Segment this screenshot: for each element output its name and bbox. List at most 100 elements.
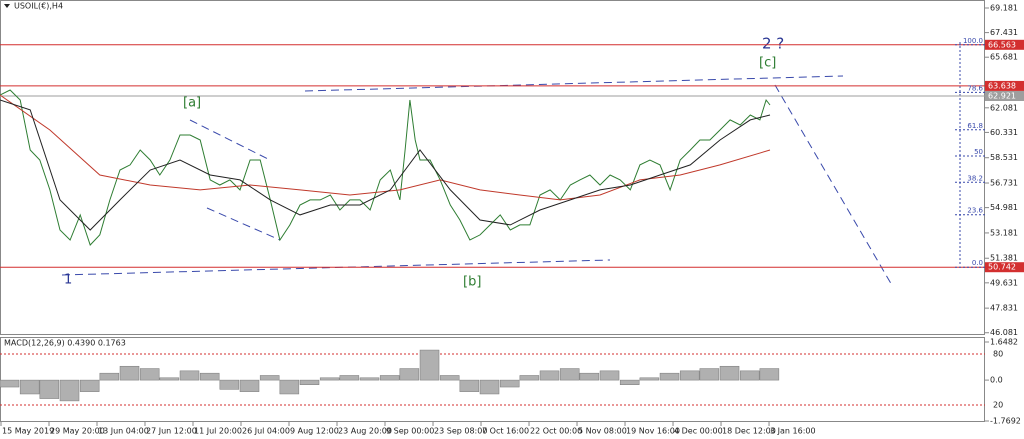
y-tick-label: 69.181 xyxy=(990,3,1018,12)
macd-bar xyxy=(439,375,460,381)
y-tick-label: 56.731 xyxy=(990,179,1018,188)
macd-bar xyxy=(19,379,40,395)
y-tick-label: 65.681 xyxy=(990,53,1018,62)
macd-bar xyxy=(759,368,780,381)
fib-label: 78.6 xyxy=(967,84,983,92)
wave-label: [a] xyxy=(183,96,201,111)
macd-bar xyxy=(319,377,340,381)
price-box-label: 62.921 xyxy=(988,92,1016,101)
price-box xyxy=(985,80,1024,91)
macd-bar xyxy=(299,379,320,385)
macd-bar xyxy=(659,372,680,381)
x-tick-label: 13 Jun 04:00 xyxy=(98,427,149,436)
macd-bar xyxy=(699,368,720,381)
x-tick-label: 9 Sep 00:00 xyxy=(386,427,434,436)
fib-label: 38.2 xyxy=(967,174,983,182)
macd-bar xyxy=(679,370,700,381)
price-box-label: 50.742 xyxy=(988,263,1016,272)
chart-title: USOIL(€),H4 xyxy=(14,2,63,11)
macd-bar xyxy=(559,368,580,381)
macd-bar xyxy=(739,370,760,381)
macd-bar xyxy=(0,379,20,388)
macd-bar xyxy=(719,365,740,381)
y-tick-label: 1.6482 xyxy=(990,338,1018,347)
x-tick-label: 5 Nov 08:00 xyxy=(578,427,627,436)
y-tick-label: 62.081 xyxy=(990,103,1018,112)
wave-label: [b] xyxy=(463,275,481,290)
price-box-label: 66.563 xyxy=(988,40,1016,49)
y-tick-label: 0.0 xyxy=(990,376,1003,385)
macd-bar xyxy=(39,379,60,399)
y2-tick-label: 80 xyxy=(993,350,1003,359)
y-tick-label: 51.381 xyxy=(990,254,1018,263)
y-tick-label: 49.631 xyxy=(990,278,1018,287)
y-tick-label: 46.081 xyxy=(990,328,1018,337)
x-tick-label: 19 Nov 16:00 xyxy=(626,427,680,436)
fib-label: 100.0 xyxy=(963,37,983,45)
fib-label: 50 xyxy=(974,148,983,156)
fib-label: 61.8 xyxy=(967,122,983,130)
macd-bar xyxy=(639,377,660,381)
macd-bar xyxy=(279,379,300,395)
x-tick-label: 7 Oct 16:00 xyxy=(482,427,529,436)
macd-bar xyxy=(579,372,600,381)
macd-bar xyxy=(459,379,480,392)
macd-bar xyxy=(379,375,400,381)
macd-bar xyxy=(99,372,120,381)
y-tick-label: 54.981 xyxy=(990,203,1018,212)
macd-bar xyxy=(219,379,240,390)
wave-label: 1 xyxy=(64,273,72,288)
wave-label: [c] xyxy=(759,56,776,71)
macd-bar xyxy=(479,379,500,395)
x-tick-label: 11 Jul 20:00 xyxy=(194,427,242,436)
y-tick-label: 47.831 xyxy=(990,304,1018,313)
macd-bar xyxy=(59,379,80,402)
macd-bar xyxy=(539,370,560,381)
menu-triangle xyxy=(4,4,10,8)
fib-label: 0.0 xyxy=(972,259,983,267)
x-tick-label: 26 Jul 04:00 xyxy=(242,427,290,436)
y-tick-label: -1.7692 xyxy=(990,416,1021,425)
x-tick-label: 29 May 20:00 xyxy=(50,427,105,436)
macd-bar xyxy=(499,379,520,388)
x-tick-label: 22 Oct 00:00 xyxy=(530,427,582,436)
x-tick-label: 23 Aug 20:00 xyxy=(338,427,392,436)
price-box xyxy=(985,91,1024,102)
macd-bar xyxy=(119,365,140,381)
macd-bar xyxy=(619,379,640,385)
x-tick-label: 18 Dec 12:00 xyxy=(722,427,776,436)
fib-label: 23.6 xyxy=(967,207,983,215)
y-tick-label: 60.331 xyxy=(990,128,1018,137)
wave-label: 2 ? xyxy=(762,35,784,53)
price-panel xyxy=(0,0,985,335)
macd-bar xyxy=(139,368,160,381)
x-tick-label: 23 Sep 08:00 xyxy=(434,427,487,436)
x-tick-label: 15 May 2019 xyxy=(2,427,54,436)
macd-bar xyxy=(339,375,360,381)
macd-bar xyxy=(159,377,180,381)
macd-bar xyxy=(359,377,380,381)
price-line xyxy=(0,89,771,246)
y-tick-label: 67.431 xyxy=(990,28,1018,37)
macd-title: MACD(12,26,9) 0.4390 0.1763 xyxy=(4,339,126,348)
macd-bar xyxy=(179,370,200,381)
y-tick-label: 58.531 xyxy=(990,153,1018,162)
x-tick-label: 4 Dec 00:00 xyxy=(674,427,723,436)
macd-bar xyxy=(599,370,620,381)
price-box xyxy=(985,39,1024,50)
macd-bar xyxy=(79,379,100,392)
macd-bar xyxy=(419,349,440,381)
y2-tick-label: 20 xyxy=(993,401,1003,410)
macd-bar xyxy=(199,372,220,381)
x-tick-label: 9 Aug 12:00 xyxy=(290,427,339,436)
price-box xyxy=(985,262,1024,273)
x-tick-label: 3 Jan 16:00 xyxy=(770,427,816,436)
x-tick-label: 27 Jun 12:00 xyxy=(146,427,197,436)
macd-bar xyxy=(519,375,540,381)
macd-bar xyxy=(399,368,420,381)
macd-bar xyxy=(239,379,260,392)
price-box-label: 63.638 xyxy=(988,81,1016,90)
price-line xyxy=(0,99,771,231)
y-tick-label: 53.181 xyxy=(990,228,1018,237)
